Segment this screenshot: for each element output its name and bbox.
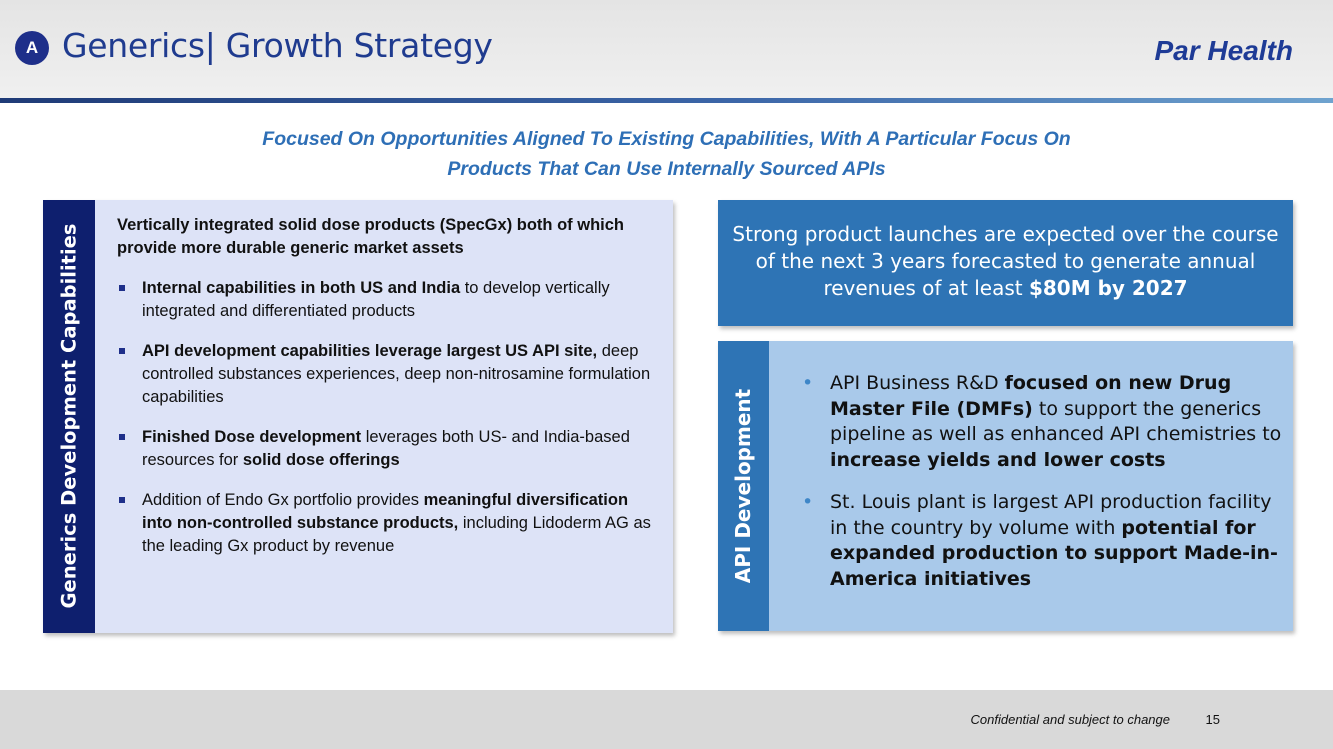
api-list: • API Business R&D focused on new Drug M… xyxy=(802,371,1282,592)
capabilities-list: Internal capabilities in both US and Ind… xyxy=(117,277,657,558)
header-divider xyxy=(0,98,1333,103)
square-bullet-icon xyxy=(119,497,125,503)
list-item: Finished Dose development leverages both… xyxy=(117,426,657,472)
list-item: • API Business R&D focused on new Drug M… xyxy=(802,372,1282,471)
subtitle-line-1: Focused On Opportunities Aligned To Exis… xyxy=(262,128,1071,150)
panel-content: Vertically integrated solid dose product… xyxy=(117,214,657,575)
panel-content: • API Business R&D focused on new Drug M… xyxy=(802,371,1282,609)
sidebar-label: Generics Development Capabilities xyxy=(57,223,81,609)
page-title: Generics| Growth Strategy xyxy=(62,26,493,65)
header-bar xyxy=(0,0,1333,98)
footer-bar: Confidential and subject to change 15 xyxy=(0,690,1333,749)
bullet-dot-icon: • xyxy=(802,491,814,513)
panel-sidebar: API Development xyxy=(718,341,769,631)
square-bullet-icon xyxy=(119,434,125,440)
subtitle-line-2: Products That Can Use Internally Sourced… xyxy=(447,158,886,180)
generics-capabilities-panel: Generics Development Capabilities Vertic… xyxy=(43,200,673,633)
slide-subtitle: Focused On Opportunities Aligned To Exis… xyxy=(100,124,1233,184)
page-number: 15 xyxy=(1205,712,1220,727)
confidential-note: Confidential and subject to change xyxy=(970,712,1170,727)
square-bullet-icon xyxy=(119,348,125,354)
brand-name: Par Health xyxy=(1154,35,1294,66)
sidebar-label: API Development xyxy=(731,388,755,584)
list-item: Addition of Endo Gx portfolio provides m… xyxy=(117,489,657,558)
square-bullet-icon xyxy=(119,285,125,291)
bullet-dot-icon: • xyxy=(802,372,814,394)
panel-heading: Vertically integrated solid dose product… xyxy=(117,216,624,257)
panel-sidebar: Generics Development Capabilities xyxy=(43,200,95,633)
section-badge: A xyxy=(15,31,49,65)
launch-forecast-callout: Strong product launches are expected ove… xyxy=(718,200,1293,326)
list-item: API development capabilities leverage la… xyxy=(117,340,657,409)
api-development-panel: API Development • API Business R&D focus… xyxy=(718,341,1293,631)
list-item: • St. Louis plant is largest API product… xyxy=(802,491,1278,590)
list-item: Internal capabilities in both US and Ind… xyxy=(117,277,657,323)
